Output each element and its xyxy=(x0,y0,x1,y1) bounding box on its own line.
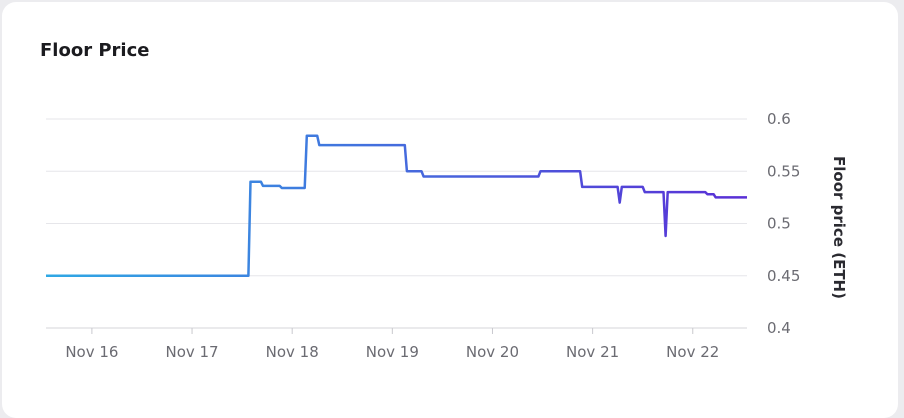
y-tick-label: 0.5 xyxy=(767,215,791,233)
x-tick-label: Nov 21 xyxy=(566,343,619,361)
y-axis: 0.4 0.45 0.5 0.55 0.6 xyxy=(767,110,800,337)
x-tick-label: Nov 22 xyxy=(666,343,719,361)
x-tick-label: Nov 19 xyxy=(366,343,419,361)
x-tick-label: Nov 16 xyxy=(65,343,118,361)
grid-lines xyxy=(46,118,747,329)
x-tick-label: Nov 18 xyxy=(266,343,319,361)
x-tick-label: Nov 17 xyxy=(165,343,218,361)
card-title: Floor Price xyxy=(40,40,150,61)
y-axis-title: Floor price (ETH) xyxy=(830,156,848,299)
y-tick-label: 0.6 xyxy=(767,110,791,128)
y-tick-label: 0.45 xyxy=(767,267,800,285)
x-tick-label: Nov 20 xyxy=(466,343,519,361)
y-tick-label: 0.4 xyxy=(767,319,791,337)
y-tick-label: 0.55 xyxy=(767,162,800,180)
x-axis: Nov 16 Nov 17 Nov 18 Nov 19 Nov 20 Nov 21 Nov … xyxy=(65,328,719,361)
floor-price-line xyxy=(46,134,747,278)
